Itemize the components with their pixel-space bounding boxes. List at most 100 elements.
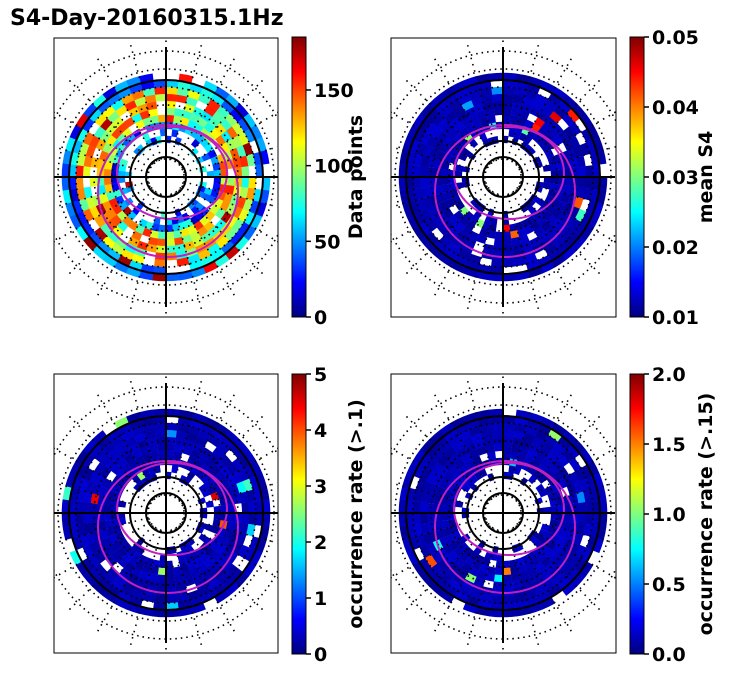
heatmap-cell [434,158,444,169]
heatmap-cell [453,210,465,222]
heatmap-cell [149,451,159,460]
heatmap-cell [237,544,250,559]
heatmap-cell [173,236,184,246]
heatmap-cell [449,525,459,535]
heatmap-cell [448,434,462,448]
heatmap-cell [203,523,213,532]
dotted-meridian [128,377,163,496]
heatmap-cell [126,210,137,221]
heatmap-cell [173,572,184,582]
heatmap-cell [470,483,480,493]
heatmap-cell [151,559,160,568]
heatmap-cell [83,155,93,168]
heatmap-cell [192,572,205,584]
heatmap-cell [443,584,458,598]
heatmap-cell [490,595,503,604]
heatmap-cell [551,123,564,136]
heatmap-cell [128,260,143,271]
colorbar-tick-label: 1.5 [652,434,686,456]
heatmap-cell [544,434,559,448]
heatmap-cell [101,571,116,585]
heatmap-cell [473,200,483,210]
polar-plot [54,374,278,653]
heatmap-cell [448,183,457,192]
heatmap-cell [412,164,421,177]
heatmap-cell [476,234,487,244]
heatmap-cell [450,260,466,274]
heatmap-cell [255,513,264,526]
heatmap-cell [561,563,575,578]
heatmap-cell [68,512,77,526]
dotted-meridian [391,180,486,208]
heatmap-cell [557,211,570,224]
heatmap-cell [111,98,125,112]
heatmap-cells [61,408,271,618]
heatmap-cell [204,104,217,117]
heatmap-cell [68,164,77,177]
colorbar-tick-label: 0.5 [652,574,686,596]
heatmap-cell [165,231,175,240]
heatmap-cell [502,595,515,604]
heatmap-cell [174,108,185,118]
heatmap-cell [61,512,70,527]
heatmap-cell [405,512,414,526]
dotted-meridian [506,377,541,496]
heatmap-cell [182,539,192,549]
dotted-meridian [432,528,495,635]
heatmap-cell [503,100,514,109]
heatmap-cell [454,87,469,100]
heatmap-cell [476,110,488,120]
heatmap-cell [166,436,177,445]
heatmap-cell [117,590,132,603]
heatmap-cell [450,80,467,93]
heatmap-cell [89,502,98,513]
heatmap-cell [232,157,242,169]
heatmap-cell [429,94,445,109]
heatmap-cell [102,441,116,455]
heatmap-cell [182,110,193,120]
heatmap-cell [553,105,568,119]
heatmap-cell [102,105,116,119]
heatmap-cell [142,227,152,238]
heatmap-cell [486,115,496,124]
heatmap-cell [547,584,563,598]
heatmap-cell [447,242,462,256]
heatmap-cell [450,416,467,429]
heatmap-cell [210,248,226,262]
heatmap-cell [583,187,593,201]
heatmap-cell [568,122,582,136]
dotted-meridian [515,189,603,277]
heatmap-cell [204,143,214,154]
heatmap-cell [438,571,453,585]
heatmap-cell [527,266,543,278]
heatmap-cell [517,563,527,574]
heatmap-cell [473,471,483,481]
heatmap-cell [94,227,108,241]
heatmap-cell [246,153,256,167]
heatmap-cell [412,561,427,577]
heatmap-cell [153,595,166,604]
heatmap-cell [174,579,186,589]
heatmap-cell [127,572,140,584]
heatmap-cell [225,94,240,109]
heatmap-cell [420,439,435,454]
axes-frame [53,373,279,654]
dotted-meridian [54,146,149,174]
heatmap-cell [237,117,251,133]
heatmap-cell [75,225,90,241]
heatmap-cell [165,238,176,247]
heatmap-cell [148,108,159,118]
heatmap-cell [110,214,123,227]
heatmap-cell [192,106,205,118]
heatmap-cell [552,544,564,556]
heatmap-cell [532,436,545,448]
oval-inner-contour [453,462,565,556]
colorbar-tick-label: 0 [314,644,327,666]
heatmap-cell [419,165,428,177]
heatmap-cell [236,532,247,546]
heatmap-cell [544,242,558,256]
heatmap-cell [551,253,567,268]
heatmap-cell [83,439,98,454]
heatmap-cell [146,101,158,111]
heatmap-cell [229,231,244,246]
